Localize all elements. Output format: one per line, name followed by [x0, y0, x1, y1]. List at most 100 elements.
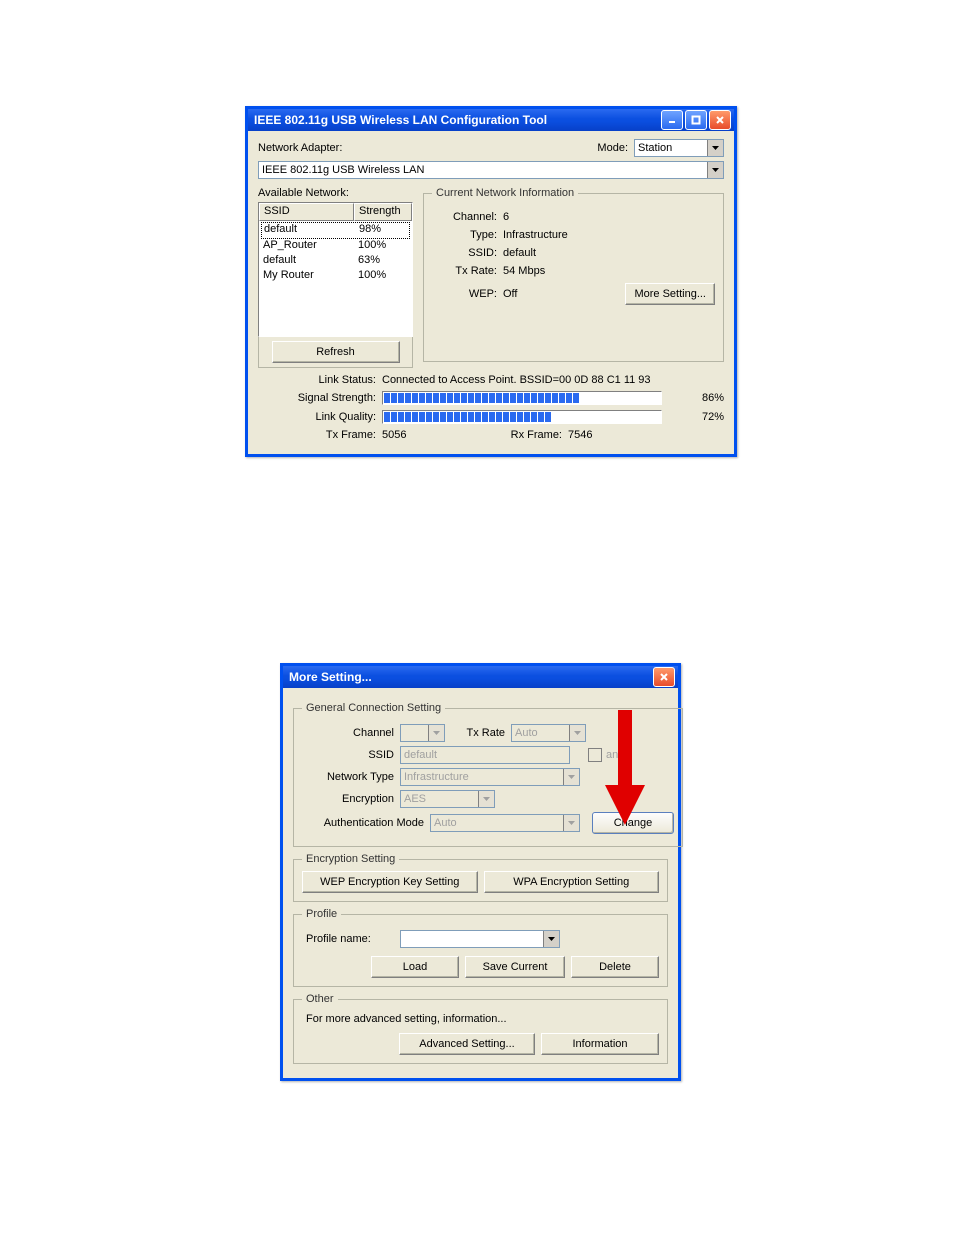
- other-text: For more advanced setting, information..…: [302, 1011, 659, 1033]
- config-tool-window: IEEE 802.11g USB Wireless LAN Configurat…: [245, 106, 737, 457]
- ssid-input-value: default: [404, 749, 437, 761]
- maximize-button[interactable]: [685, 110, 707, 130]
- chevron-down-icon: [569, 725, 585, 741]
- minimize-button[interactable]: [661, 110, 683, 130]
- profile-name-label: Profile name:: [302, 933, 400, 945]
- network-type-value: Infrastructure: [404, 771, 563, 783]
- chevron-down-icon: [563, 815, 579, 831]
- adapter-value: IEEE 802.11g USB Wireless LAN: [262, 164, 707, 176]
- window-title: IEEE 802.11g USB Wireless LAN Configurat…: [254, 113, 661, 127]
- table-row[interactable]: default98%: [261, 222, 410, 239]
- profile-name-combo[interactable]: [400, 930, 560, 948]
- other-fieldset: Other For more advanced setting, informa…: [293, 993, 668, 1064]
- close-button[interactable]: [709, 110, 731, 130]
- channel-combo[interactable]: [400, 724, 445, 742]
- encryption-label: Encryption: [302, 793, 400, 805]
- link-quality-label: Link Quality:: [258, 411, 382, 423]
- auth-mode-value: Auto: [434, 817, 563, 829]
- window-title: More Setting...: [289, 670, 653, 684]
- link-status-value: Connected to Access Point. BSSID=00 0D 8…: [382, 374, 651, 386]
- wep-key-button[interactable]: WEP Encryption Key Setting: [302, 871, 478, 893]
- network-adapter-label: Network Adapter:: [258, 142, 342, 154]
- txrate-label: Tx Rate: [445, 727, 511, 739]
- strength-header[interactable]: Strength: [354, 203, 412, 221]
- advanced-setting-button[interactable]: Advanced Setting...: [399, 1033, 535, 1055]
- titlebar[interactable]: IEEE 802.11g USB Wireless LAN Configurat…: [248, 109, 734, 131]
- ssid-cell: default: [261, 254, 356, 269]
- general-legend: General Connection Setting: [302, 702, 445, 714]
- other-legend: Other: [302, 993, 338, 1005]
- strength-cell: 100%: [356, 269, 410, 284]
- wep-label: WEP:: [432, 288, 497, 300]
- profile-legend: Profile: [302, 908, 341, 920]
- window-controls: [653, 667, 675, 687]
- ssid-cell: AP_Router: [261, 239, 356, 254]
- ssid-input[interactable]: default: [400, 746, 570, 764]
- link-status-label: Link Status:: [258, 374, 382, 386]
- ssid-cell: My Router: [261, 269, 356, 284]
- network-type-combo[interactable]: Infrastructure: [400, 768, 580, 786]
- auth-mode-label: Authentication Mode: [302, 817, 430, 829]
- type-label: Type:: [432, 229, 497, 241]
- rx-frame-value: 7546: [568, 429, 592, 441]
- table-row[interactable]: default63%: [261, 254, 410, 269]
- arrow-annotation: [600, 710, 650, 838]
- current-network-info: Current Network Information Channel: 6 Ty…: [423, 187, 724, 362]
- strength-cell: 63%: [356, 254, 410, 269]
- titlebar[interactable]: More Setting...: [283, 666, 678, 688]
- tx-frame-value: 5056: [382, 429, 492, 441]
- network-table[interactable]: SSID Strength default98%AP_Router100%def…: [258, 202, 413, 337]
- current-info-legend: Current Network Information: [432, 187, 578, 199]
- information-button[interactable]: Information: [541, 1033, 659, 1055]
- delete-button[interactable]: Delete: [571, 956, 659, 978]
- txrate-value: Auto: [515, 727, 569, 739]
- encryption-combo[interactable]: AES: [400, 790, 495, 808]
- chevron-down-icon: [563, 769, 579, 785]
- tx-frame-label: Tx Frame:: [258, 429, 382, 441]
- chevron-down-icon: [543, 931, 559, 947]
- signal-strength-label: Signal Strength:: [258, 392, 382, 404]
- network-type-label: Network Type: [302, 771, 400, 783]
- adapter-combo[interactable]: IEEE 802.11g USB Wireless LAN: [258, 161, 724, 179]
- signal-strength-meter: [382, 391, 662, 405]
- available-network-label: Available Network:: [258, 187, 413, 199]
- txrate-value: 54 Mbps: [503, 265, 545, 277]
- txrate-label: Tx Rate:: [432, 265, 497, 277]
- rx-frame-label: Rx Frame:: [492, 429, 568, 441]
- mode-label: Mode:: [597, 142, 628, 154]
- ssid-value: default: [503, 247, 536, 259]
- table-row[interactable]: My Router100%: [261, 269, 410, 284]
- type-value: Infrastructure: [503, 229, 568, 241]
- auth-mode-combo[interactable]: Auto: [430, 814, 580, 832]
- chevron-down-icon: [707, 140, 723, 156]
- wpa-setting-button[interactable]: WPA Encryption Setting: [484, 871, 660, 893]
- encryption-legend: Encryption Setting: [302, 853, 399, 865]
- chevron-down-icon: [478, 791, 494, 807]
- save-current-button[interactable]: Save Current: [465, 956, 565, 978]
- ssid-cell: default: [262, 223, 357, 238]
- close-button[interactable]: [653, 667, 675, 687]
- profile-fieldset: Profile Profile name: Load Save Current …: [293, 908, 668, 987]
- strength-cell: 100%: [356, 239, 410, 254]
- mode-value: Station: [638, 142, 707, 154]
- load-button[interactable]: Load: [371, 956, 459, 978]
- link-quality-value: 72%: [702, 411, 724, 423]
- refresh-button[interactable]: Refresh: [272, 341, 400, 363]
- encryption-setting-fieldset: Encryption Setting WEP Encryption Key Se…: [293, 853, 668, 902]
- ssid-label: SSID: [302, 749, 400, 761]
- signal-strength-value: 86%: [702, 392, 724, 404]
- channel-label: Channel:: [432, 211, 497, 223]
- chevron-down-icon: [707, 162, 723, 178]
- txrate-combo[interactable]: Auto: [511, 724, 586, 742]
- encryption-value: AES: [404, 793, 478, 805]
- ssid-header[interactable]: SSID: [259, 203, 354, 221]
- table-row[interactable]: AP_Router100%: [261, 239, 410, 254]
- channel-label: Channel: [302, 727, 400, 739]
- chevron-down-icon: [428, 725, 444, 741]
- channel-value: 6: [503, 211, 509, 223]
- window-controls: [661, 110, 731, 130]
- more-setting-button[interactable]: More Setting...: [625, 283, 715, 305]
- ssid-label: SSID:: [432, 247, 497, 259]
- mode-combo[interactable]: Station: [634, 139, 724, 157]
- strength-cell: 98%: [357, 223, 409, 238]
